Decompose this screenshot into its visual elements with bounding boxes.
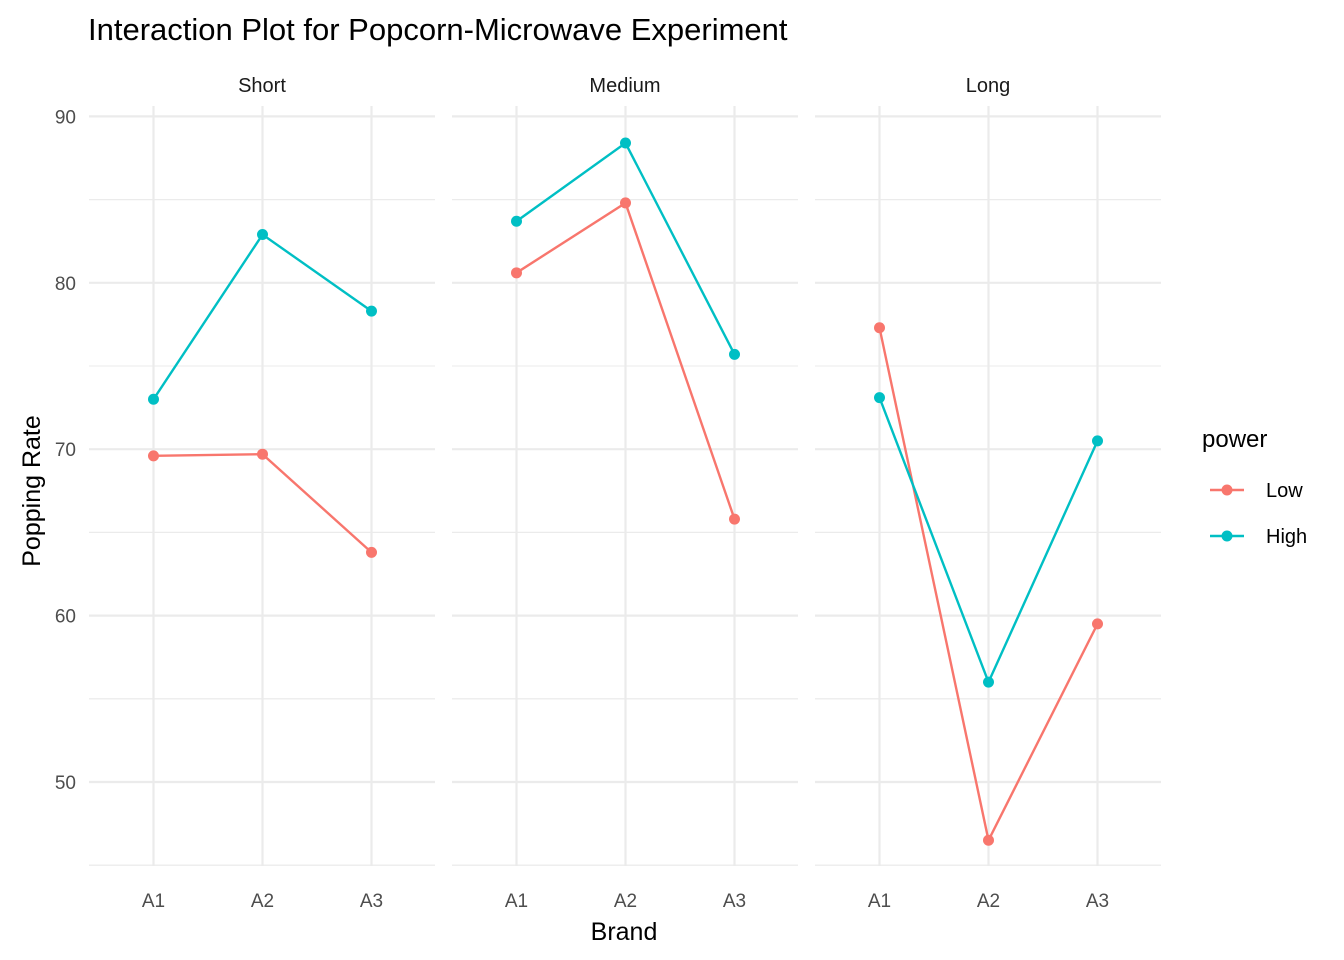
data-point-high [511, 215, 522, 227]
data-point-low [366, 546, 377, 558]
data-point-high [729, 348, 740, 360]
data-point-high [148, 393, 159, 405]
x-tick-label: A3 [723, 891, 746, 912]
y-tick-label: 60 [55, 607, 76, 628]
x-tick-label: A3 [1086, 891, 1109, 912]
facet-panel-short: A1 A2 A3 Short [89, 75, 435, 912]
legend: power Low High [1202, 426, 1307, 548]
data-point-high [366, 305, 377, 317]
y-axis-ticks: 50 60 70 80 90 [55, 107, 76, 794]
data-point-low [1092, 618, 1103, 630]
chart-title: Interaction Plot for Popcorn-Microwave E… [88, 12, 788, 47]
y-axis-title: Popping Rate [18, 415, 46, 567]
facet-strip-label: Medium [589, 75, 660, 97]
data-point-high [257, 229, 268, 241]
data-point-high [874, 392, 885, 404]
x-tick-label: A1 [505, 891, 528, 912]
data-point-low [983, 834, 994, 846]
data-point-low [874, 322, 885, 334]
x-tick-label: A1 [868, 891, 891, 912]
x-tick-label: A2 [977, 891, 1000, 912]
x-tick-label: A2 [251, 891, 274, 912]
facet-panel-medium: A1 A2 A3 Medium [452, 75, 798, 912]
data-point-low [620, 197, 631, 209]
legend-key-point [1221, 484, 1233, 496]
x-tick-label: A3 [360, 891, 383, 912]
x-tick-label: A1 [142, 891, 165, 912]
legend-title: power [1202, 426, 1267, 453]
data-point-low [148, 450, 159, 462]
legend-item-high: High [1210, 526, 1307, 548]
legend-label: High [1266, 526, 1307, 548]
data-point-low [511, 267, 522, 279]
facet-strip-label: Short [238, 75, 286, 97]
y-tick-label: 70 [55, 440, 76, 461]
data-point-high [1092, 435, 1103, 447]
x-axis-title: Brand [591, 918, 658, 946]
y-tick-label: 50 [55, 773, 76, 794]
y-tick-label: 90 [55, 107, 76, 128]
legend-key-point [1221, 530, 1233, 542]
y-tick-label: 80 [55, 274, 76, 295]
data-point-low [729, 513, 740, 525]
data-point-low [257, 448, 268, 460]
data-point-high [620, 137, 631, 149]
legend-label: Low [1266, 480, 1303, 502]
facet-panels: A1 A2 A3 Short A1 A2 A3 Medium A1 A2 A3 Long [89, 75, 1161, 912]
facet-panel-long: A1 A2 A3 Long [815, 75, 1161, 912]
data-point-high [983, 676, 994, 688]
x-tick-label: A2 [614, 891, 637, 912]
facet-strip-label: Long [966, 75, 1011, 97]
legend-item-low: Low [1210, 480, 1303, 502]
